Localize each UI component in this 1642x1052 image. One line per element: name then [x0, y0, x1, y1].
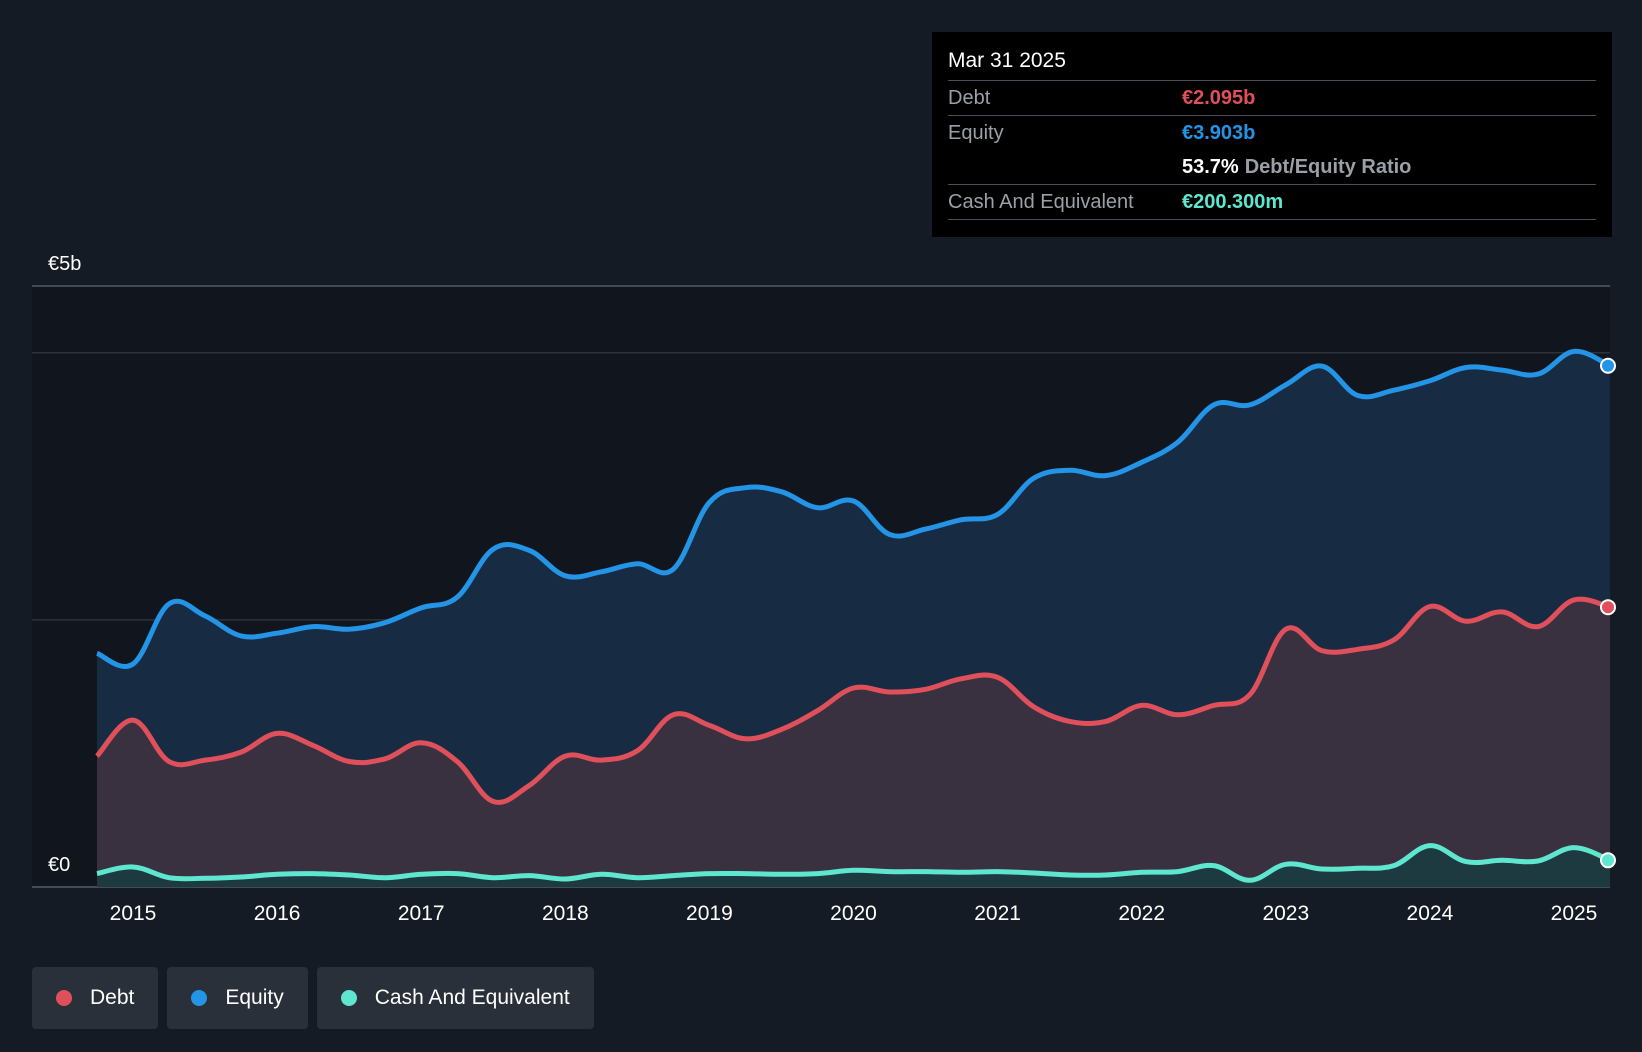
- tooltip-date: Mar 31 2025: [948, 46, 1596, 81]
- x-tick-label: 2025: [1551, 902, 1598, 925]
- legend-equity-button[interactable]: Equity: [167, 967, 308, 1029]
- equity-line: [95, 348, 1612, 669]
- legend-cash-button[interactable]: Cash And Equivalent: [316, 967, 594, 1029]
- tooltip-debt-label: Debt: [948, 87, 991, 109]
- cash-dot-icon: [340, 990, 357, 1006]
- tooltip-debt-value: €2.095b: [1182, 87, 1256, 109]
- tooltip-ratio-value: 53.7%: [1182, 156, 1239, 178]
- debt-line: [95, 596, 1611, 805]
- y-tick-label-max: €5b: [48, 253, 81, 275]
- x-axis-ticks: 2015 2016 2017 2018 2019 2020 2021 2022 2023 2024…: [110, 902, 1598, 925]
- end-markers: [1600, 357, 1616, 869]
- tooltip-equity-row: Equity €3.903b: [948, 116, 1596, 150]
- x-tick-label: 2016: [254, 902, 301, 925]
- x-tick-label: 2020: [830, 902, 877, 925]
- x-tick-label: 2017: [398, 902, 445, 925]
- tooltip-equity-label: Equity: [948, 122, 1004, 144]
- x-tick-label: 2022: [1118, 902, 1165, 925]
- tooltip-debt-row: Debt €2.095b: [948, 81, 1596, 116]
- tooltip-equity-value: €3.903b: [1182, 122, 1256, 144]
- x-tick-label: 2018: [542, 902, 589, 925]
- legend-debt-button[interactable]: Debt: [32, 967, 159, 1029]
- legend-debt-label: Debt: [90, 986, 135, 1009]
- x-tick-label: 2023: [1262, 902, 1309, 925]
- legend-equity-label: Equity: [225, 986, 284, 1009]
- cash-end-marker: [1600, 852, 1616, 869]
- tooltip-cash-label: Cash And Equivalent: [948, 191, 1134, 213]
- tooltip-cash-row: Cash And Equivalent €200.300m: [948, 185, 1596, 220]
- debt-area: [97, 599, 1610, 887]
- y-tick-label-min: €0: [48, 854, 70, 876]
- chart-legend: Debt Equity Cash And Equivalent: [32, 967, 594, 1029]
- x-tick-label: 2024: [1407, 902, 1454, 925]
- x-tick-label: 2021: [974, 902, 1021, 925]
- tooltip-ratio-row: 53.7% Debt/Equity Ratio: [948, 150, 1596, 185]
- debt-dot-icon: [56, 990, 72, 1006]
- equity-end-marker: [1600, 357, 1616, 374]
- tooltip-cash-value: €200.300m: [1182, 191, 1284, 213]
- debt-end-marker: [1600, 599, 1616, 616]
- equity-dot-icon: [191, 990, 208, 1006]
- data-tooltip: Mar 31 2025 Debt €2.095b Equity €3.903b …: [932, 32, 1612, 237]
- x-tick-label: 2019: [686, 902, 733, 925]
- y-axis-ticks: €0 €5b: [48, 253, 81, 876]
- x-tick-label: 2015: [110, 902, 157, 925]
- legend-cash-label: Cash And Equivalent: [374, 986, 570, 1009]
- cash-line: [96, 843, 1611, 883]
- tooltip-ratio-label: Debt/Equity Ratio: [1244, 156, 1412, 178]
